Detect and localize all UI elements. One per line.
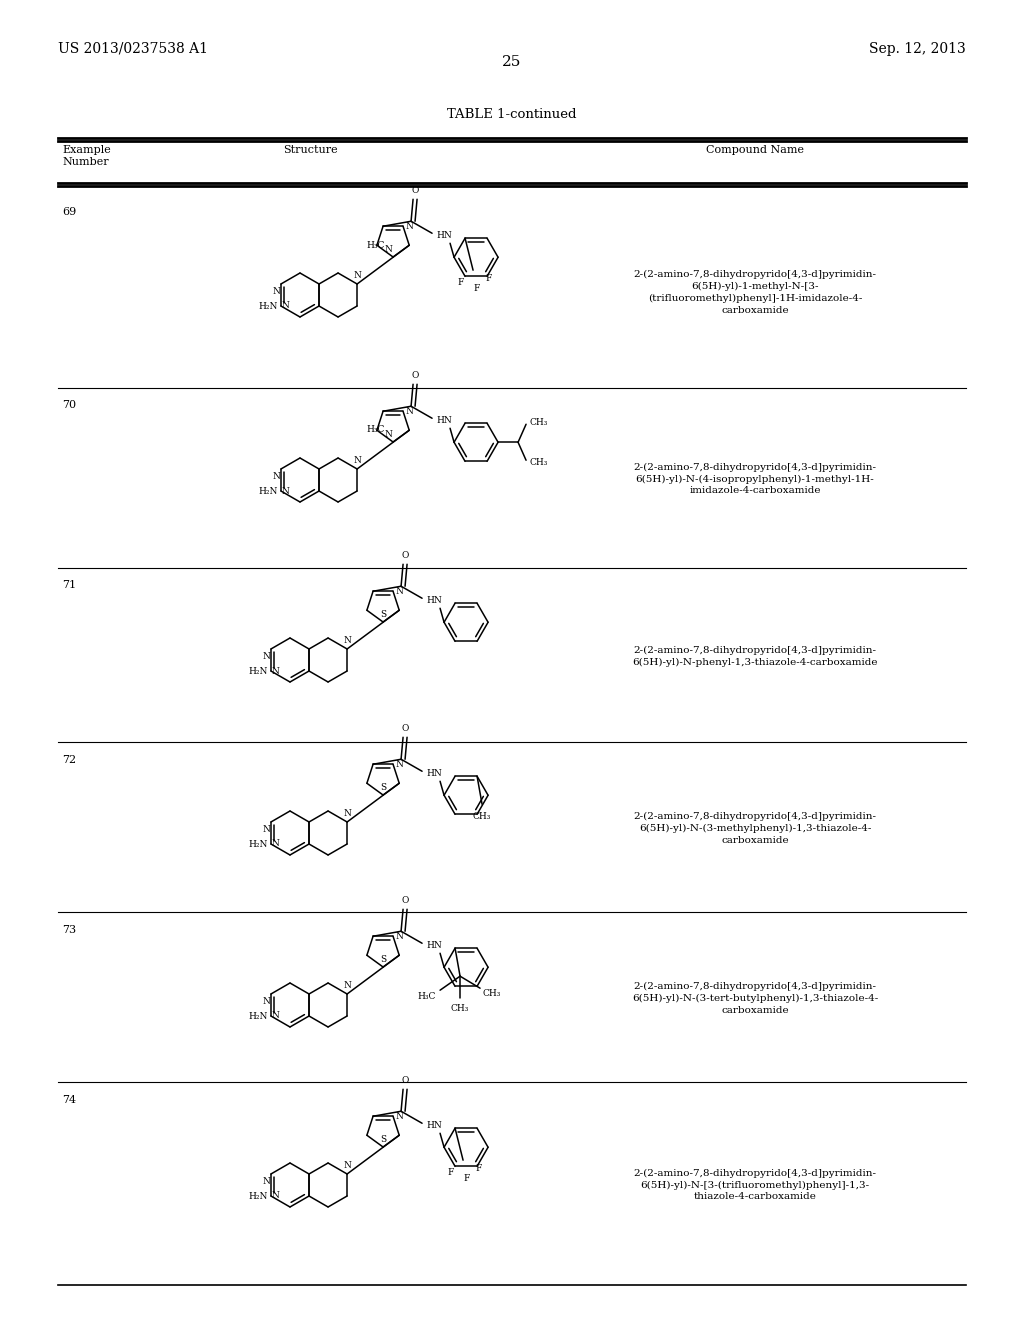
Text: O: O <box>401 725 409 733</box>
Text: H₂N: H₂N <box>249 1192 268 1201</box>
Text: CH₃: CH₃ <box>482 989 501 998</box>
Text: N: N <box>272 667 280 676</box>
Text: F: F <box>464 1175 470 1183</box>
Text: N: N <box>395 932 402 941</box>
Text: N: N <box>262 652 270 661</box>
Text: TABLE 1-continued: TABLE 1-continued <box>447 108 577 121</box>
Text: HN: HN <box>426 1121 441 1130</box>
Text: Structure: Structure <box>283 145 337 154</box>
Text: O: O <box>401 1076 409 1085</box>
Text: S: S <box>380 954 386 964</box>
Text: S: S <box>380 783 386 792</box>
Text: F: F <box>476 1164 482 1173</box>
Text: N: N <box>353 271 361 280</box>
Text: CH₃: CH₃ <box>529 458 548 467</box>
Text: N: N <box>272 840 280 849</box>
Text: 71: 71 <box>62 579 76 590</box>
Text: 2-(2-amino-7,8-dihydropyrido[4,3-d]pyrimidin-
6(5H)-yl)-N-(3-methylphenyl)-1,3-t: 2-(2-amino-7,8-dihydropyrido[4,3-d]pyrim… <box>634 812 877 845</box>
Text: N: N <box>272 473 280 480</box>
Text: 69: 69 <box>62 207 76 216</box>
Text: N: N <box>406 407 413 416</box>
Text: N: N <box>395 587 402 595</box>
Text: F: F <box>474 284 480 293</box>
Text: N: N <box>282 301 290 310</box>
Text: N: N <box>343 809 351 818</box>
Text: H₃C: H₃C <box>367 425 385 434</box>
Text: H₂N: H₂N <box>249 1012 268 1020</box>
Text: F: F <box>447 1168 455 1177</box>
Text: H₂N: H₂N <box>249 667 268 676</box>
Text: CH₃: CH₃ <box>529 417 548 426</box>
Text: S: S <box>380 1135 386 1144</box>
Text: HN: HN <box>436 416 452 425</box>
Text: N: N <box>262 1177 270 1185</box>
Text: N: N <box>272 1011 280 1020</box>
Text: N: N <box>384 430 392 440</box>
Text: F: F <box>458 279 464 288</box>
Text: Compound Name: Compound Name <box>706 145 804 154</box>
Text: H₂N: H₂N <box>249 840 268 849</box>
Text: N: N <box>395 760 402 768</box>
Text: HN: HN <box>426 595 441 605</box>
Text: H₂N: H₂N <box>259 302 278 312</box>
Text: 2-(2-amino-7,8-dihydropyrido[4,3-d]pyrimidin-
6(5H)-yl)-N-[3-(trifluoromethyl)ph: 2-(2-amino-7,8-dihydropyrido[4,3-d]pyrim… <box>634 1168 877 1201</box>
Text: HN: HN <box>436 231 452 240</box>
Text: N: N <box>353 455 361 465</box>
Text: O: O <box>412 186 419 195</box>
Text: US 2013/0237538 A1: US 2013/0237538 A1 <box>58 42 208 55</box>
Text: CH₃: CH₃ <box>451 1005 469 1014</box>
Text: N: N <box>282 487 290 495</box>
Text: N: N <box>406 222 413 231</box>
Text: N: N <box>262 825 270 834</box>
Text: 73: 73 <box>62 925 76 935</box>
Text: N: N <box>272 1192 280 1200</box>
Text: S: S <box>380 610 386 619</box>
Text: 72: 72 <box>62 755 76 766</box>
Text: H₃C: H₃C <box>367 240 385 249</box>
Text: HN: HN <box>426 768 441 777</box>
Text: 74: 74 <box>62 1096 76 1105</box>
Text: N: N <box>262 997 270 1006</box>
Text: N: N <box>395 1111 402 1121</box>
Text: O: O <box>412 371 419 380</box>
Text: 25: 25 <box>503 55 521 69</box>
Text: N: N <box>384 246 392 253</box>
Text: CH₃: CH₃ <box>473 812 492 821</box>
Text: O: O <box>401 896 409 906</box>
Text: H₃C: H₃C <box>418 991 436 1001</box>
Text: H₂N: H₂N <box>259 487 278 496</box>
Text: HN: HN <box>426 941 441 950</box>
Text: 2-(2-amino-7,8-dihydropyrido[4,3-d]pyrimidin-
6(5H)-yl)-N-(3-tert-butylphenyl)-1: 2-(2-amino-7,8-dihydropyrido[4,3-d]pyrim… <box>632 982 879 1015</box>
Text: F: F <box>485 275 493 284</box>
Text: Example
Number: Example Number <box>62 145 111 166</box>
Text: N: N <box>272 286 280 296</box>
Text: 2-(2-amino-7,8-dihydropyrido[4,3-d]pyrimidin-
6(5H)-yl)-N-phenyl-1,3-thiazole-4-: 2-(2-amino-7,8-dihydropyrido[4,3-d]pyrim… <box>632 645 878 667</box>
Text: 2-(2-amino-7,8-dihydropyrido[4,3-d]pyrimidin-
6(5H)-yl)-1-methyl-N-[3-
(trifluor: 2-(2-amino-7,8-dihydropyrido[4,3-d]pyrim… <box>634 271 877 315</box>
Text: N: N <box>343 1162 351 1170</box>
Text: 70: 70 <box>62 400 76 411</box>
Text: N: N <box>343 636 351 645</box>
Text: N: N <box>343 981 351 990</box>
Text: Sep. 12, 2013: Sep. 12, 2013 <box>869 42 966 55</box>
Text: O: O <box>401 552 409 560</box>
Text: 2-(2-amino-7,8-dihydropyrido[4,3-d]pyrimidin-
6(5H)-yl)-N-(4-isopropylphenyl)-1-: 2-(2-amino-7,8-dihydropyrido[4,3-d]pyrim… <box>634 462 877 495</box>
